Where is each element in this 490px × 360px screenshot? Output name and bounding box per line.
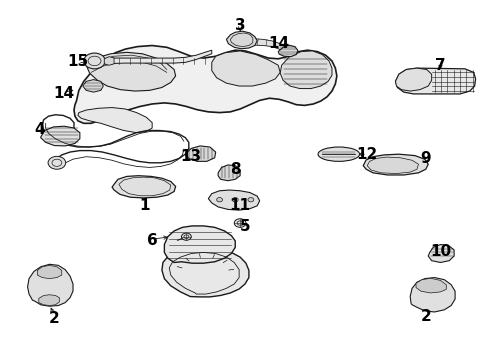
Polygon shape (363, 154, 428, 175)
Polygon shape (27, 264, 73, 306)
Text: 8: 8 (230, 162, 241, 177)
Polygon shape (41, 126, 80, 146)
Circle shape (217, 198, 222, 202)
Polygon shape (39, 295, 59, 306)
Text: 10: 10 (430, 244, 451, 259)
Polygon shape (280, 51, 332, 89)
Text: 7: 7 (435, 58, 446, 73)
Polygon shape (185, 146, 216, 161)
Polygon shape (162, 249, 249, 297)
Polygon shape (255, 39, 285, 54)
Polygon shape (164, 226, 235, 263)
Circle shape (181, 233, 191, 240)
Polygon shape (74, 45, 337, 123)
Polygon shape (278, 45, 298, 57)
Text: 2: 2 (420, 309, 431, 324)
Polygon shape (104, 57, 114, 65)
Circle shape (232, 198, 238, 202)
Text: 1: 1 (140, 198, 150, 213)
Polygon shape (395, 68, 476, 94)
Ellipse shape (318, 147, 360, 161)
Polygon shape (395, 68, 432, 91)
Text: 9: 9 (420, 151, 431, 166)
Polygon shape (416, 278, 446, 293)
Circle shape (48, 156, 66, 169)
Polygon shape (226, 31, 257, 49)
Polygon shape (410, 278, 455, 312)
Polygon shape (83, 80, 103, 92)
Polygon shape (367, 157, 418, 174)
Polygon shape (86, 52, 175, 91)
Polygon shape (218, 165, 240, 181)
Polygon shape (212, 51, 280, 86)
Text: 11: 11 (230, 198, 250, 213)
Text: 14: 14 (53, 86, 75, 102)
Polygon shape (37, 265, 62, 279)
Polygon shape (104, 50, 212, 64)
Text: 12: 12 (357, 147, 378, 162)
Text: 5: 5 (240, 219, 250, 234)
Polygon shape (78, 108, 152, 133)
Circle shape (84, 53, 105, 69)
Text: 13: 13 (181, 149, 202, 164)
Text: 15: 15 (67, 54, 89, 69)
Text: 2: 2 (49, 311, 60, 325)
Polygon shape (208, 190, 260, 210)
Text: 4: 4 (34, 122, 45, 137)
Polygon shape (112, 176, 175, 198)
Text: 3: 3 (235, 18, 245, 33)
Polygon shape (428, 244, 454, 262)
Text: 14: 14 (269, 36, 290, 51)
Circle shape (248, 198, 254, 202)
Circle shape (234, 219, 246, 227)
Text: 6: 6 (147, 234, 158, 248)
